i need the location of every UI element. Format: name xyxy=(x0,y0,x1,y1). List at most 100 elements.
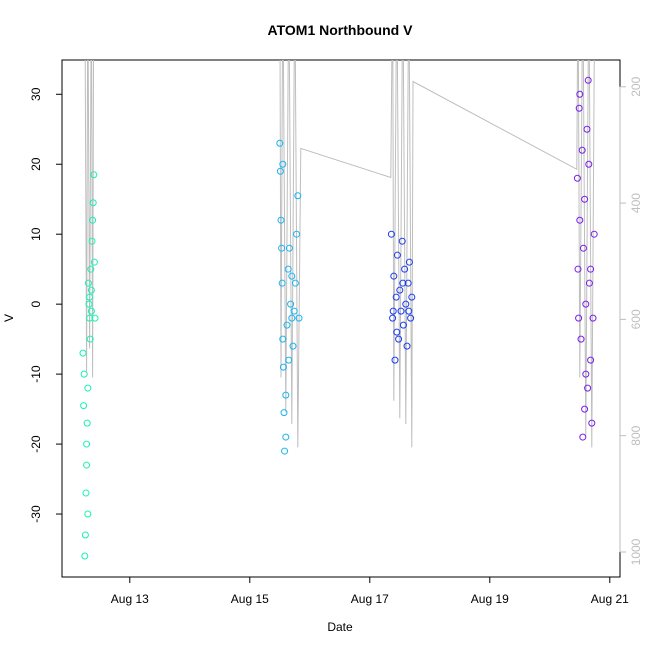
y-tick-label: 30 xyxy=(29,87,43,101)
y2-tick-label: 200 xyxy=(629,76,643,96)
data-point xyxy=(587,356,595,364)
data-point xyxy=(389,314,397,322)
data-point xyxy=(85,300,93,308)
data-point xyxy=(83,440,91,448)
data-point xyxy=(80,370,88,378)
data-point xyxy=(82,489,90,497)
data-point xyxy=(83,419,91,427)
y-tick-label: 10 xyxy=(29,227,43,241)
data-point xyxy=(91,314,99,322)
data-point xyxy=(398,237,406,245)
data-point xyxy=(84,384,92,392)
data-point xyxy=(276,139,284,147)
data-point xyxy=(290,307,298,315)
data-point xyxy=(285,356,293,364)
data-point xyxy=(285,244,293,252)
data-point xyxy=(407,314,415,322)
y-tick-label: -30 xyxy=(29,505,43,523)
chart-title: ATOM1 Northbound V xyxy=(268,22,414,38)
data-point xyxy=(83,461,91,469)
data-point xyxy=(87,265,95,273)
y-tick-label: -10 xyxy=(29,365,43,383)
data-point xyxy=(283,321,291,329)
data-point xyxy=(590,230,598,238)
data-point xyxy=(279,160,287,168)
data-point xyxy=(278,244,286,252)
data-point xyxy=(87,307,95,315)
data-point xyxy=(86,335,94,343)
data-point xyxy=(585,160,593,168)
data-point xyxy=(587,265,595,273)
data-point xyxy=(399,321,407,329)
data-point xyxy=(281,447,289,455)
y2-tick-label: 1000 xyxy=(629,538,643,565)
data-point xyxy=(396,286,404,294)
y2-tick-label: 400 xyxy=(629,193,643,213)
data-point xyxy=(276,167,284,175)
data-point xyxy=(405,307,413,315)
data-point xyxy=(389,307,397,315)
data-point xyxy=(86,314,94,322)
y-axis-label: V xyxy=(2,314,16,322)
data-point xyxy=(584,76,592,84)
data-point xyxy=(395,335,403,343)
data-point xyxy=(401,265,409,273)
data-point xyxy=(397,307,405,315)
data-point xyxy=(90,258,98,266)
x-tick-label: Aug 15 xyxy=(231,592,269,606)
data-point xyxy=(89,216,97,224)
data-point xyxy=(84,510,92,518)
data-point xyxy=(581,195,589,203)
data-point xyxy=(84,279,92,287)
x-axis-label: Date xyxy=(327,620,353,634)
x-tick-label: Aug 19 xyxy=(471,592,509,606)
data-point xyxy=(390,272,398,280)
data-point xyxy=(392,293,400,301)
data-point xyxy=(280,409,288,417)
data-point xyxy=(279,335,287,343)
data-point xyxy=(279,363,287,371)
data-point xyxy=(575,104,583,112)
data-point xyxy=(391,356,399,364)
data-point xyxy=(408,293,416,301)
data-point xyxy=(288,272,296,280)
data-point xyxy=(585,279,593,287)
data-point xyxy=(573,174,581,182)
data-point xyxy=(287,300,295,308)
data-point xyxy=(578,146,586,154)
data-point xyxy=(581,405,589,413)
x-tick-label: Aug 13 xyxy=(111,592,149,606)
x-tick-label: Aug 17 xyxy=(351,592,389,606)
data-point xyxy=(576,216,584,224)
data-point xyxy=(79,349,87,357)
data-point xyxy=(588,419,596,427)
data-point xyxy=(387,230,395,238)
y-tick-label: -20 xyxy=(29,435,43,453)
y-tick-label: 20 xyxy=(29,157,43,171)
data-point xyxy=(86,293,94,301)
data-point xyxy=(393,251,401,259)
data-point xyxy=(88,237,96,245)
data-point xyxy=(89,199,97,207)
data-point xyxy=(579,244,587,252)
data-point xyxy=(284,265,292,273)
data-point xyxy=(574,265,582,273)
profile-line xyxy=(84,60,595,448)
data-point xyxy=(289,342,297,350)
data-point xyxy=(584,384,592,392)
data-point xyxy=(293,230,301,238)
data-point xyxy=(277,216,285,224)
data-point xyxy=(582,300,590,308)
data-point xyxy=(576,90,584,98)
data-point xyxy=(294,192,302,200)
data-point xyxy=(583,125,591,133)
data-point xyxy=(402,300,410,308)
data-point xyxy=(278,279,286,287)
data-point xyxy=(288,314,296,322)
data-point xyxy=(295,314,303,322)
data-point xyxy=(291,279,299,287)
data-point xyxy=(405,258,413,266)
data-point xyxy=(404,279,412,287)
